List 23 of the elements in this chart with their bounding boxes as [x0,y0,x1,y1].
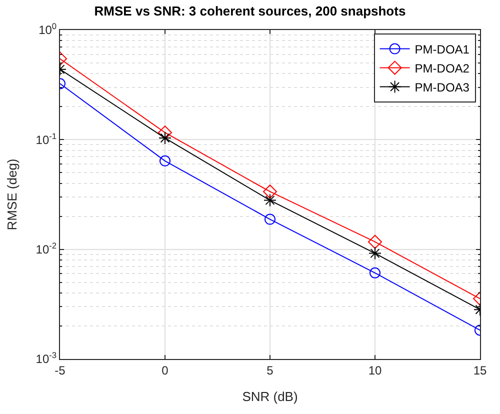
x-tick-label: 5 [266,363,274,378]
y-tick-label: 10$^{-2}$ [36,240,57,257]
x-tick-label: 0 [162,363,169,378]
point [158,132,172,145]
point [264,214,276,225]
x-tick-label: 10 [368,363,382,378]
legend-label: PM-DOA1 [414,42,470,56]
legend-label: PM-DOA3 [414,80,470,94]
x-tick-label: -5 [54,363,66,378]
point [370,267,380,278]
y-axis-title: RMSE (deg) [4,158,20,230]
point [368,234,382,249]
x-tick-label: 15 [473,363,487,378]
legend-label: PM-DOA2 [414,61,470,76]
point [160,155,170,166]
y-tick-label: 10$^{-3}$ [36,350,57,366]
x-axis-title: SNR (dB) [242,389,298,404]
point [263,184,277,199]
y-tick-label: 10$^{-1}$ [36,130,57,147]
point [368,246,382,260]
y-tick-label: 10$^{0}$ [38,21,57,38]
chart-title: RMSE vs SNR: 3 coherent sources, 200 snapshots [94,3,406,18]
point [264,194,276,207]
